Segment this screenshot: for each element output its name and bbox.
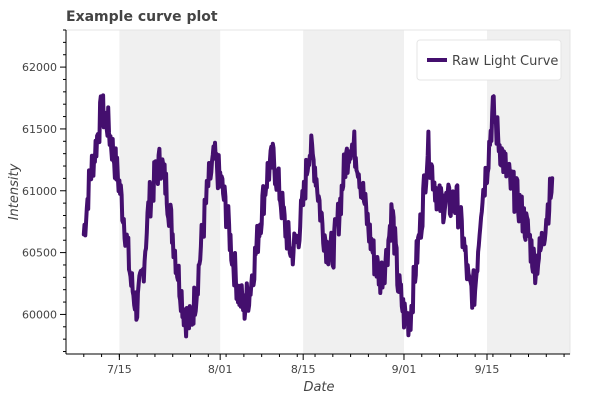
legend: Raw Light Curve bbox=[416, 39, 562, 81]
y-tick-label: 61000 bbox=[22, 185, 57, 198]
y-tick-label: 60000 bbox=[22, 308, 57, 321]
y-axis-label: Intensity bbox=[7, 163, 22, 220]
series-line-raw-light-curve bbox=[81, 93, 555, 339]
x-tick-label: 9/15 bbox=[475, 363, 500, 376]
legend-label-raw-light-curve: Raw Light Curve bbox=[452, 54, 558, 69]
series-layer bbox=[81, 93, 555, 339]
x-tick-label: 7/15 bbox=[107, 363, 132, 376]
x-tick-label: 8/01 bbox=[208, 363, 233, 376]
y-tick-label: 62000 bbox=[22, 61, 57, 74]
x-tick-label: 9/01 bbox=[392, 363, 417, 376]
y-tick-label: 60500 bbox=[22, 247, 57, 260]
x-axis-label: Date bbox=[303, 380, 334, 395]
shaded-band-2 bbox=[303, 30, 404, 354]
chart-title: Example curve plot bbox=[66, 9, 218, 25]
y-axis-ticks: 60000 60500 61000 61500 62000 bbox=[22, 29, 66, 353]
y-tick-label: 61500 bbox=[22, 123, 57, 136]
x-tick-label: 8/15 bbox=[291, 363, 316, 376]
shaded-band-3 bbox=[486, 30, 570, 354]
shaded-bands bbox=[119, 30, 570, 354]
x-axis-ticks: 7/15 8/01 8/15 9/01 9/15 bbox=[83, 354, 565, 376]
legend-box bbox=[416, 39, 562, 81]
